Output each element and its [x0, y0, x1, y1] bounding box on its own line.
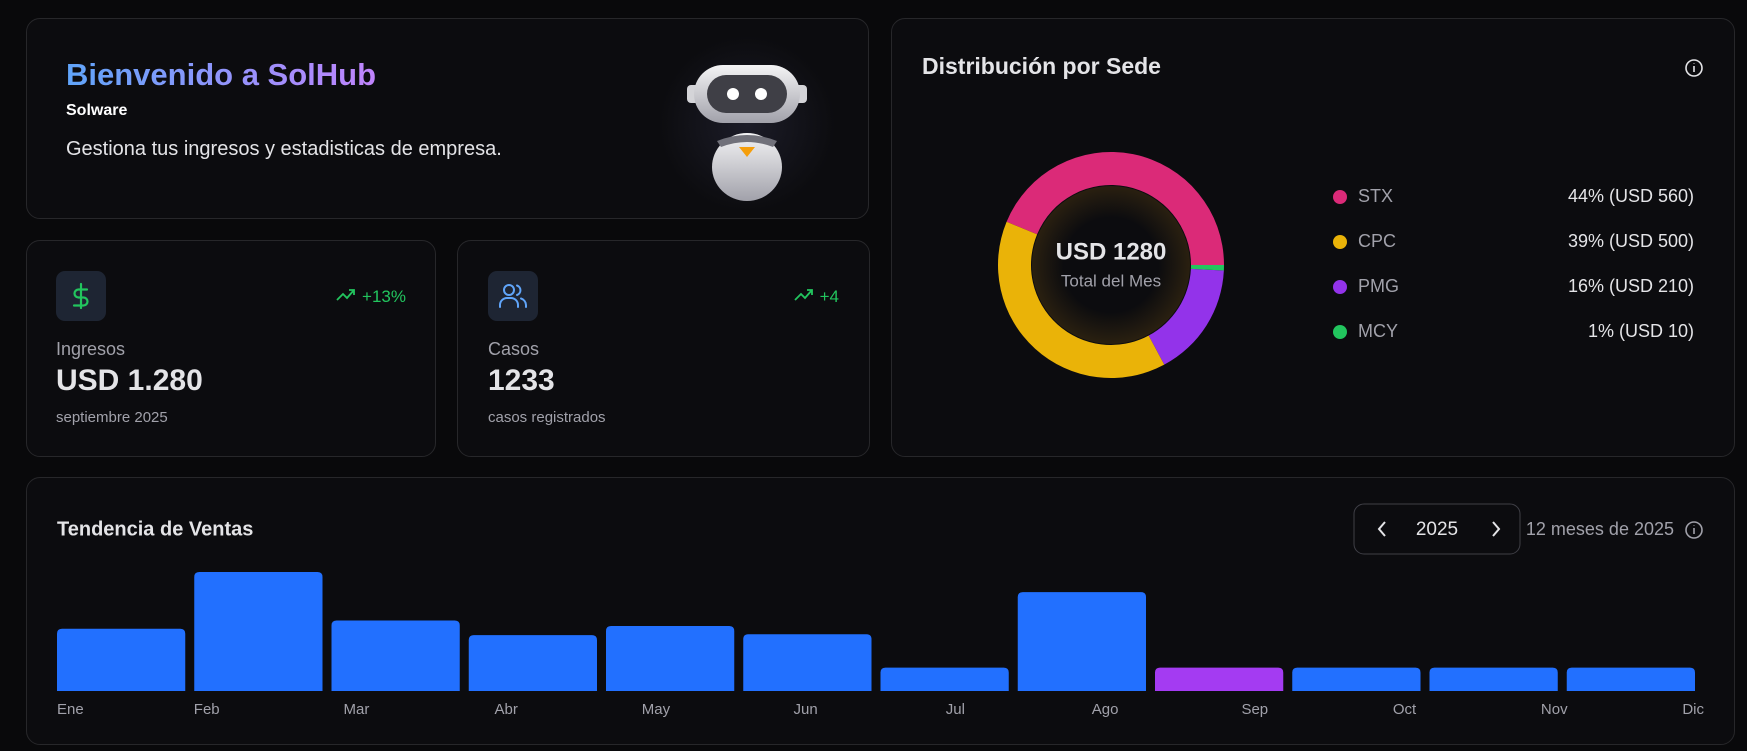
year-value: 2025	[1416, 519, 1458, 540]
bar	[606, 626, 735, 691]
x-tick-label: Mar	[344, 701, 370, 718]
x-tick-label: Sep	[1241, 701, 1268, 718]
bar	[331, 620, 460, 691]
x-tick-label: Oct	[1393, 701, 1417, 718]
donut-segment	[1006, 152, 1224, 265]
cases-note: casos registrados	[488, 409, 606, 426]
bar-chart: Tendencia de Ventas 2025 12 meses de 202…	[57, 503, 1704, 718]
donut-segment	[1190, 265, 1224, 271]
robot-illustration	[659, 36, 835, 209]
income-change: +13%	[362, 287, 406, 306]
welcome-card: Bienvenido a SolHub Solware Gestiona tus…	[26, 18, 869, 219]
x-tick-label: Dic	[1682, 701, 1704, 718]
info-icon[interactable]	[1685, 59, 1703, 77]
legend-value: 39% (USD 500)	[1568, 231, 1694, 251]
x-tick-label: Abr	[495, 701, 518, 718]
bar	[1155, 667, 1284, 691]
donut-segment	[998, 221, 1165, 378]
x-tick-label: Jul	[946, 701, 965, 718]
bar	[194, 572, 323, 691]
income-label: Ingresos	[56, 339, 126, 359]
legend-swatch	[1333, 235, 1347, 249]
income-note: septiembre 2025	[56, 409, 168, 426]
legend-label: STX	[1358, 186, 1393, 206]
cases-card: +4 Casos 1233 casos registrados	[457, 240, 870, 457]
info-icon[interactable]	[1685, 521, 1703, 539]
prev-year-button[interactable]	[1377, 521, 1386, 537]
donut-segment	[1148, 268, 1224, 365]
cases-change: +4	[819, 287, 839, 306]
dollar-icon	[56, 271, 106, 321]
bar	[880, 667, 1009, 691]
legend-value: 1% (USD 10)	[1588, 321, 1694, 341]
bar	[468, 635, 597, 691]
x-tick-label: Ene	[57, 701, 84, 718]
legend-swatch	[1333, 325, 1347, 339]
year-selector: 2025	[1353, 503, 1521, 555]
x-tick-label: Ago	[1092, 701, 1119, 718]
bar	[57, 628, 186, 691]
welcome-subtitle: Gestiona tus ingresos y estadisticas de …	[66, 138, 502, 160]
legend-swatch	[1333, 190, 1347, 204]
distribution-card: Distribución por Sede STX 44% (USD 560) CP…	[891, 18, 1735, 457]
legend-swatch	[1333, 280, 1347, 294]
legend-label: PMG	[1358, 276, 1399, 296]
income-value: USD 1.280	[56, 364, 203, 397]
legend-label: CPC	[1358, 231, 1396, 251]
cases-value: 1233	[488, 364, 555, 397]
bar	[1566, 667, 1695, 691]
bar	[1292, 667, 1421, 691]
x-tick-label: May	[642, 701, 671, 718]
bar	[743, 634, 872, 691]
x-tick-label: Nov	[1541, 701, 1568, 718]
legend-value: 44% (USD 560)	[1568, 186, 1694, 206]
x-tick-label: Jun	[794, 701, 818, 718]
center-label: Total del Mes	[1061, 271, 1161, 290]
legend-value: 16% (USD 210)	[1568, 276, 1694, 296]
chart-title: Distribución por Sede	[922, 53, 1161, 79]
center-value: USD 1280	[1056, 238, 1167, 265]
next-year-button[interactable]	[1492, 521, 1501, 537]
trend-up-icon	[794, 289, 813, 301]
users-icon	[488, 271, 538, 321]
company-name: Solware	[66, 102, 128, 119]
trend-card: Tendencia de Ventas 2025 12 meses de 202…	[26, 477, 1735, 745]
trend-up-icon	[336, 289, 355, 301]
donut-hole	[1032, 186, 1190, 344]
chart-subtitle: 12 meses de 2025	[1526, 519, 1674, 539]
x-tick-label: Feb	[194, 701, 220, 718]
bar	[1429, 667, 1558, 691]
bar	[1017, 592, 1146, 691]
income-card: +13% Ingresos USD 1.280 septiembre 2025	[26, 240, 436, 457]
welcome-title: Bienvenido a SolHub	[66, 57, 377, 92]
donut-chart: Distribución por Sede STX 44% (USD 560) CP…	[922, 53, 1703, 378]
legend-label: MCY	[1358, 321, 1398, 341]
cases-label: Casos	[488, 339, 540, 359]
chart-title: Tendencia de Ventas	[57, 518, 253, 540]
